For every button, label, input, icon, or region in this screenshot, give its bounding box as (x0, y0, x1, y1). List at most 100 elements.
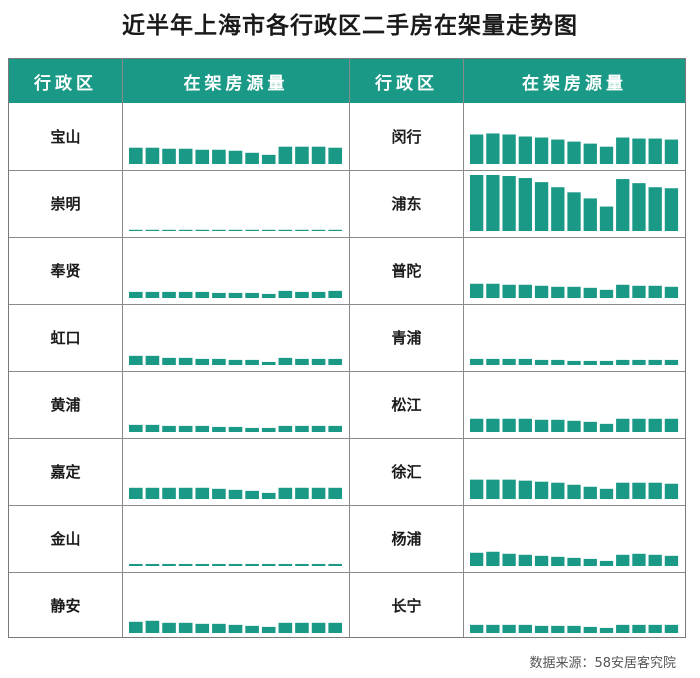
bar (129, 563, 143, 566)
bar (228, 150, 243, 164)
bar (648, 285, 662, 298)
bar (278, 563, 293, 566)
bar (145, 424, 160, 432)
bar (129, 621, 143, 633)
bar (583, 558, 597, 566)
bar (311, 291, 326, 298)
bar (616, 179, 630, 231)
chart-title: 近半年上海市各行政区二手房在架量走势图 (122, 13, 578, 39)
district-name: 青浦 (391, 329, 422, 347)
bar (129, 229, 143, 231)
district-name: 普陀 (391, 262, 422, 280)
bar (328, 487, 342, 499)
bar (664, 418, 679, 432)
district-sparkline (470, 418, 679, 432)
bar (534, 555, 549, 566)
data-source: 数据来源：58安居客究院 (529, 656, 676, 671)
bar (245, 359, 259, 365)
bar (664, 286, 679, 298)
bar (470, 175, 484, 231)
table-divider-vertical (349, 59, 350, 637)
bar (145, 487, 160, 499)
bar (261, 229, 276, 231)
bar (212, 563, 226, 566)
bar (567, 360, 581, 365)
bar (311, 487, 326, 499)
district-name: 闵行 (391, 128, 422, 146)
bar (261, 427, 276, 432)
bar (129, 355, 143, 365)
bar (145, 620, 160, 633)
bar (551, 419, 565, 432)
bar (278, 622, 293, 633)
bar (245, 490, 259, 499)
bar (518, 136, 532, 164)
bar (261, 626, 276, 633)
bar (278, 425, 293, 432)
bar (129, 291, 143, 298)
bar (648, 418, 662, 432)
bar (212, 292, 226, 298)
bar (551, 556, 565, 566)
district-sparkline (129, 424, 342, 432)
bar (567, 192, 581, 231)
bar (486, 418, 500, 432)
bar (470, 479, 484, 499)
bar (567, 141, 581, 164)
bar (502, 134, 516, 164)
bar (311, 358, 326, 365)
table-divider-horizontal (9, 170, 685, 171)
bar (212, 358, 226, 365)
bar (534, 359, 549, 365)
bar (502, 418, 516, 432)
bar (616, 482, 630, 499)
bar (295, 146, 309, 164)
bar (567, 484, 581, 499)
bar (583, 486, 597, 499)
bar (162, 563, 176, 566)
bar (632, 482, 646, 499)
bar (195, 291, 210, 298)
bar (502, 624, 516, 633)
bar (534, 625, 549, 633)
bar (470, 283, 484, 298)
bar (518, 418, 532, 432)
bar (599, 423, 614, 432)
table-divider-horizontal (9, 438, 685, 439)
bar (518, 178, 532, 231)
district-name: 黄浦 (50, 396, 81, 414)
bar (328, 622, 342, 633)
bar (664, 624, 679, 633)
district-sparkline (470, 624, 679, 633)
bar (311, 146, 326, 164)
bar (129, 424, 143, 432)
bar (616, 284, 630, 298)
bar (534, 285, 549, 298)
district-name: 金山 (50, 530, 81, 548)
bar (648, 187, 662, 231)
bar (551, 286, 565, 298)
bar (162, 622, 176, 633)
district-name: 虹口 (50, 329, 81, 347)
bar (567, 420, 581, 432)
bar (567, 625, 581, 633)
bar (664, 483, 679, 499)
bar (599, 146, 614, 164)
bar (328, 563, 342, 566)
district-name: 松江 (391, 396, 422, 414)
bar (178, 148, 193, 164)
bar (228, 426, 243, 432)
bar (534, 137, 549, 164)
district-name: 嘉定 (50, 463, 81, 481)
bar (583, 287, 597, 298)
bar (261, 563, 276, 566)
bar (486, 133, 500, 164)
bar (295, 622, 309, 633)
bar (583, 421, 597, 432)
bar (145, 355, 160, 365)
district-name: 杨浦 (391, 530, 422, 548)
bar (328, 147, 342, 164)
bar (228, 229, 243, 231)
table-divider-horizontal (9, 572, 685, 573)
bar (145, 563, 160, 566)
